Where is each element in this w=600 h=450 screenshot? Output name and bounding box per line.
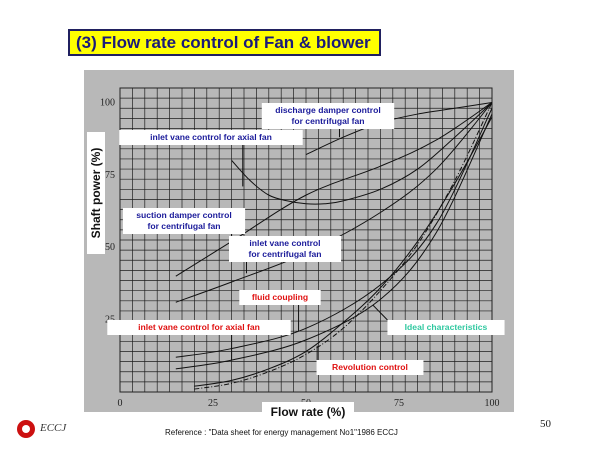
annotation-label: suction damper control (136, 210, 232, 220)
annotation-label: Revolution control (332, 362, 408, 372)
y-tick-label: 75 (105, 170, 115, 181)
plot-area (119, 87, 493, 393)
annotation-box (229, 236, 341, 262)
annotation-label: for centrifugal fan (147, 221, 220, 231)
series-line (194, 116, 493, 387)
annotation-label: inlet vane control (249, 238, 320, 248)
x-tick-label: 75 (394, 398, 404, 409)
annotation-box (239, 290, 321, 305)
annotation-box (119, 130, 303, 145)
series-line (305, 101, 493, 156)
page-number: 50 (540, 418, 551, 430)
x-tick-label: 100 (485, 398, 500, 409)
annotation-leaders (231, 129, 388, 361)
series-line (231, 102, 493, 205)
slide-title: (3) Flow rate control of Fan & blower (68, 29, 381, 56)
x-tick-label: 25 (208, 398, 218, 409)
reference-note: Reference : "Data sheet for energy manag… (165, 428, 398, 437)
x-axis-title: Flow rate (%) (271, 405, 346, 419)
annotation-label: for centrifugal fan (248, 249, 321, 259)
x-axis-title-box (262, 402, 354, 420)
series-line (194, 102, 493, 390)
annotation-label: discharge damper control (275, 105, 381, 115)
series-line (175, 102, 493, 277)
annotation-label: inlet vane control for axial fan (138, 322, 260, 332)
annotation-label: for centrifugal fan (291, 116, 364, 126)
series-line (175, 113, 493, 370)
annotation-box (107, 320, 291, 335)
logo-text: ECCJ (40, 422, 67, 434)
annotation-box (316, 360, 424, 375)
x-tick-label: 0 (118, 398, 123, 409)
annotation-label: inlet vane control for axial fan (150, 132, 272, 142)
annotation-label: Ideal characteristics (405, 322, 488, 332)
series-line (175, 102, 493, 303)
y-axis-title: Shaft power (%) (89, 148, 103, 239)
y-axis-title-box (87, 132, 105, 254)
eccj-logo: ECCJ (17, 420, 87, 440)
logo-mark-icon (17, 420, 35, 438)
leader-line (372, 304, 388, 321)
axis-titles: Flow rate (%) Shaft power (%) (87, 132, 354, 420)
curves (175, 101, 493, 390)
annotation-box (261, 103, 395, 129)
annotation-box (387, 320, 505, 335)
annotation-label: fluid coupling (252, 292, 308, 302)
y-tick-label: 100 (100, 97, 115, 108)
annotation-box (122, 208, 246, 234)
y-tick-label: 50 (105, 242, 115, 253)
